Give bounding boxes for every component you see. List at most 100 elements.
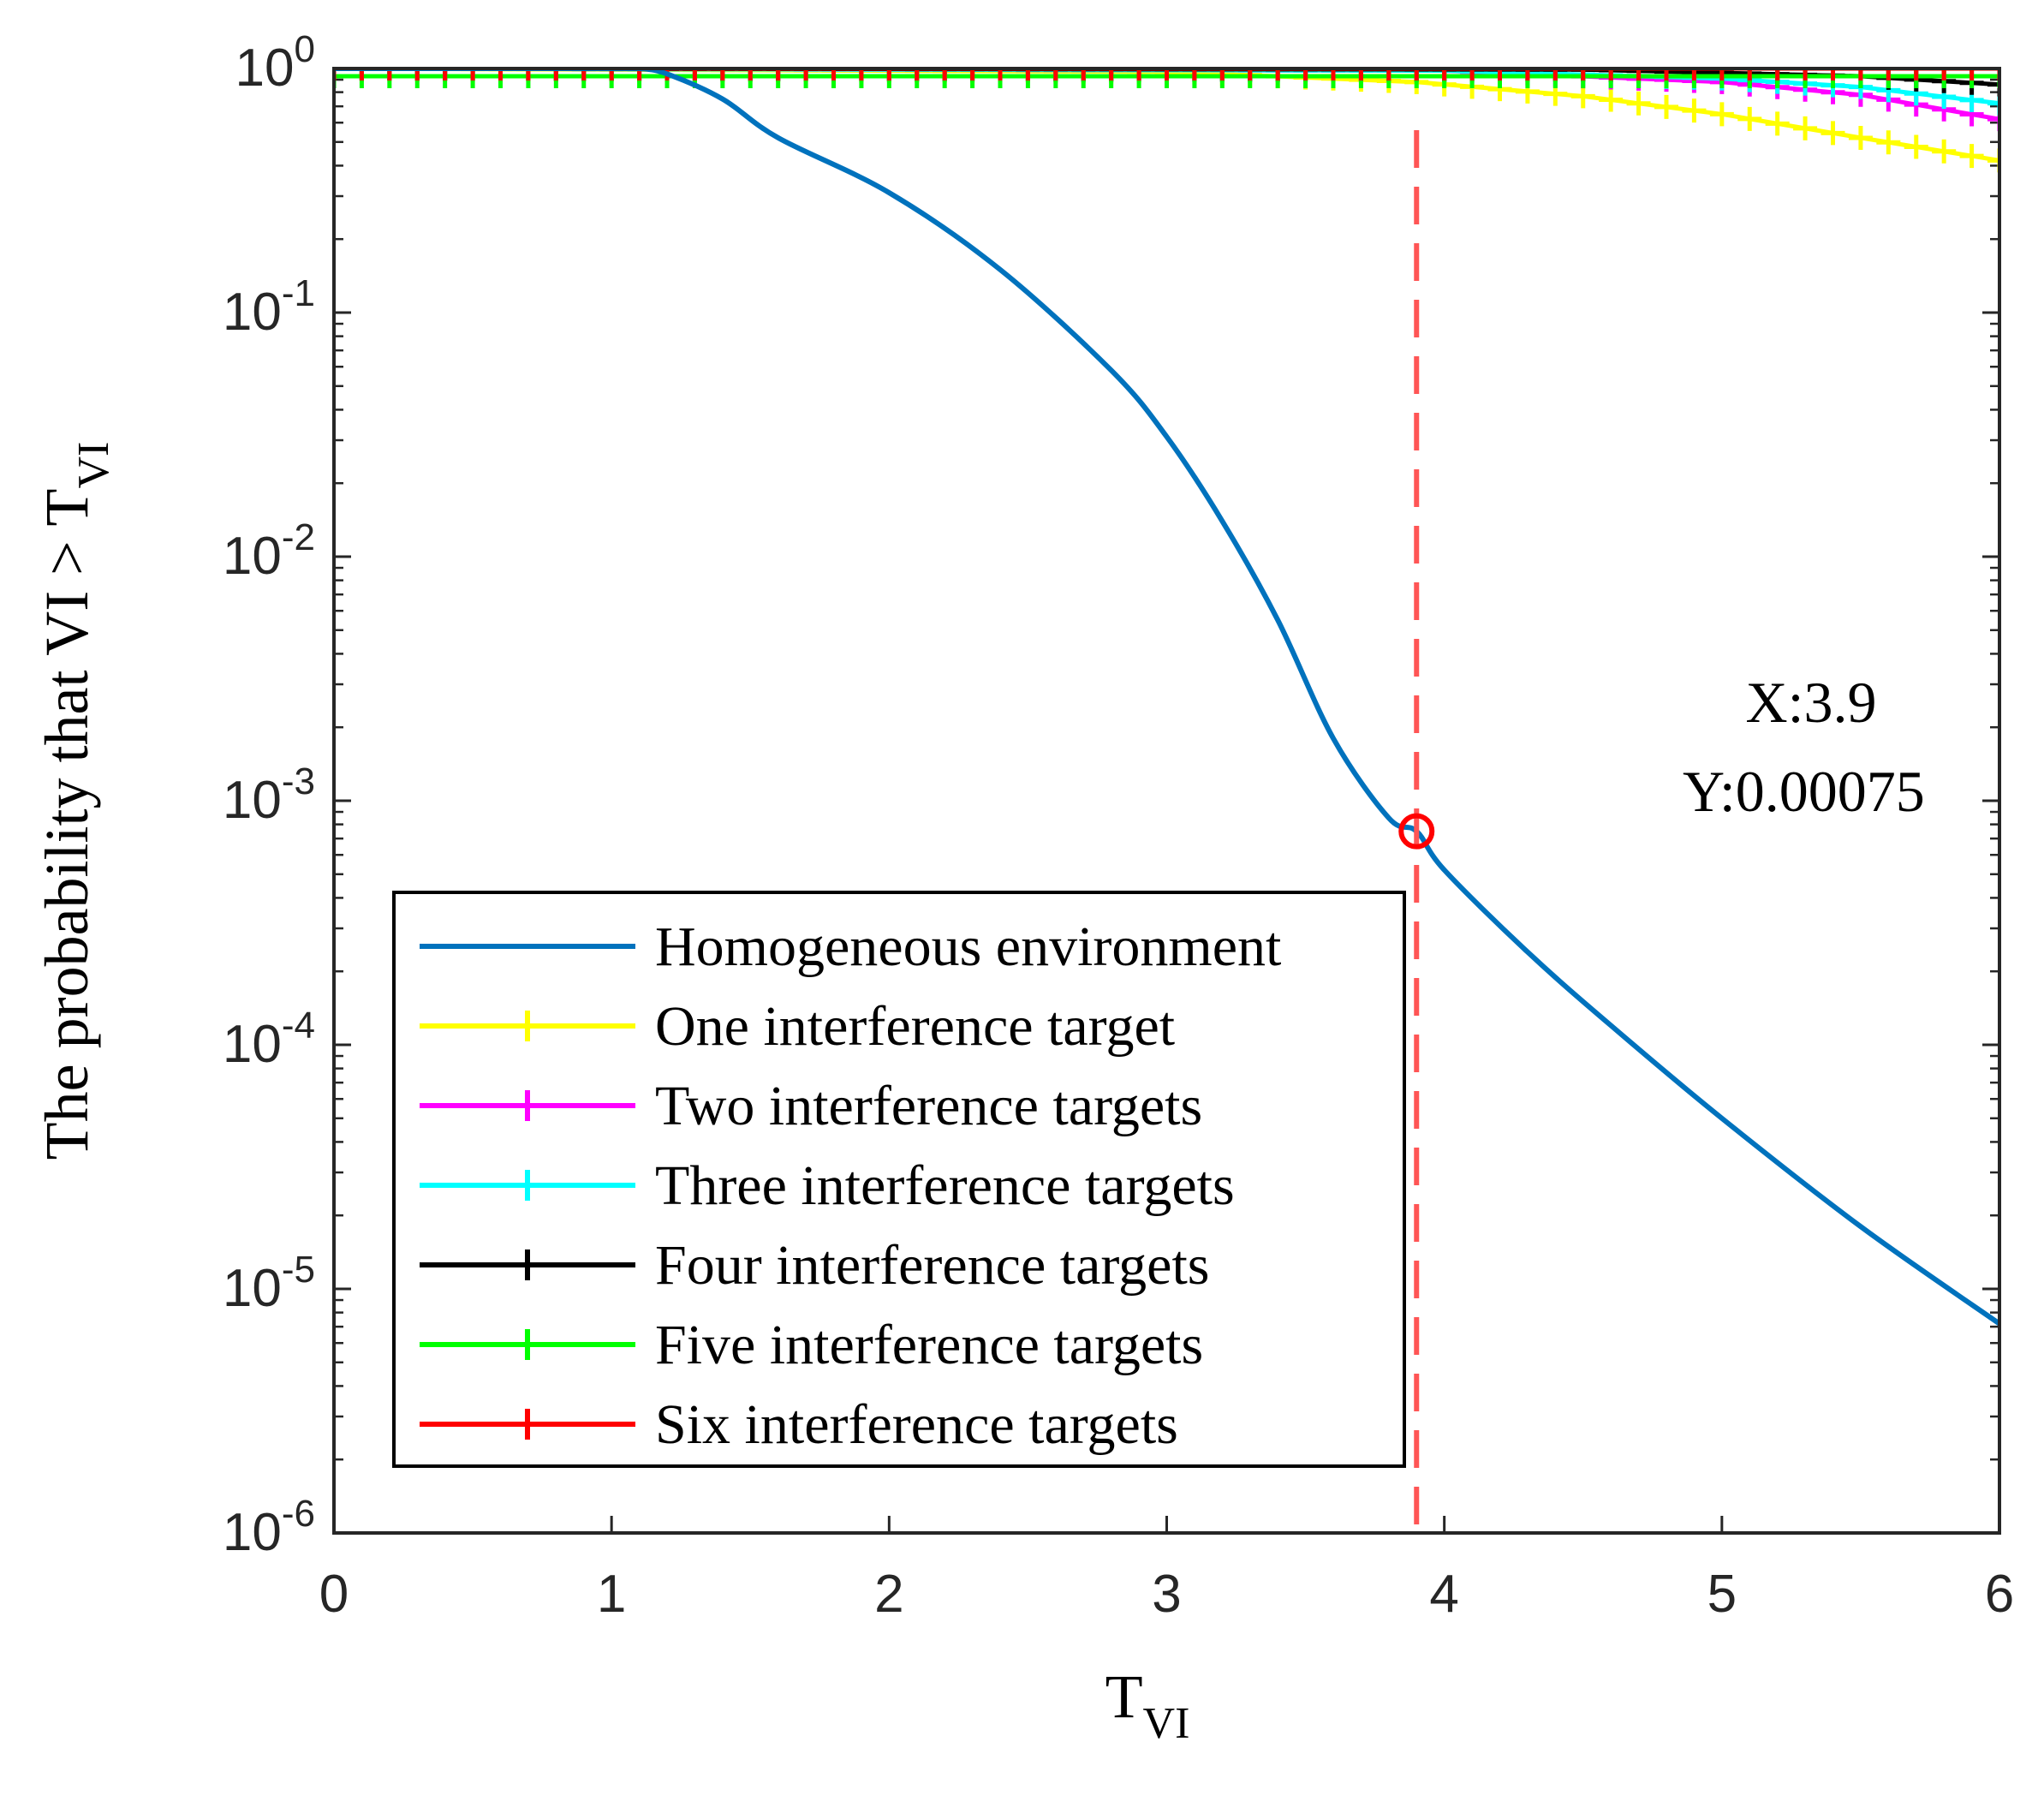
legend-label-four-interference-targets: Four interference targets	[655, 1234, 1210, 1297]
series-marker-six-interference-targets	[515, 69, 540, 81]
legend: Homogeneous environment One interference …	[392, 891, 1406, 1468]
series-marker-five-interference-targets	[334, 69, 346, 88]
datatip-marker	[1398, 813, 1435, 850]
series-marker-one-interference-target	[1737, 106, 1762, 131]
series-marker-six-interference-targets	[1266, 69, 1290, 81]
y-tick-label-6: 10-6	[223, 1493, 315, 1562]
axes-frame	[332, 67, 2001, 1535]
y-axis-label-main: The probability that VI > T	[33, 489, 101, 1160]
series-marker-one-interference-target	[1932, 139, 1957, 164]
series-marker-six-interference-targets	[488, 69, 513, 81]
series-marker-one-interference-target	[1599, 87, 1624, 112]
series-marker-six-interference-targets	[682, 69, 707, 81]
x-tick-label-4: 4	[1429, 1565, 1458, 1624]
x-axis-label: TVI	[1105, 1662, 1190, 1748]
series-marker-six-interference-targets	[1959, 69, 1984, 81]
y-tick-label-5: 10-5	[223, 1249, 315, 1318]
series-marker-six-interference-targets	[794, 69, 819, 81]
series-marker-one-interference-target	[1765, 111, 1790, 136]
series-marker-six-interference-targets	[544, 69, 569, 81]
y-axis-label: The probability that VI > TVI	[33, 442, 118, 1160]
datatip-x-text: X:3.9	[1746, 670, 1877, 735]
y-tick-label-2: 10-2	[223, 516, 315, 586]
series-marker-six-interference-targets	[877, 69, 902, 81]
series-marker-six-interference-targets	[627, 69, 652, 81]
series-marker-six-interference-targets	[849, 69, 873, 81]
series-marker-one-interference-target	[1959, 144, 1984, 169]
legend-marker-four-interference-targets	[512, 1249, 543, 1280]
series-marker-six-interference-targets	[1848, 69, 1873, 81]
series-marker-six-interference-targets	[1709, 69, 1734, 81]
series-marker-six-interference-targets	[1460, 69, 1485, 81]
series-marker-six-interference-targets	[1682, 69, 1707, 81]
legend-label-six-interference-targets: Six interference targets	[655, 1393, 1178, 1456]
x-axis-label-main: T	[1105, 1662, 1143, 1731]
series-marker-six-interference-targets	[1543, 69, 1568, 81]
series-marker-six-interference-targets	[1043, 69, 1068, 81]
series-marker-one-interference-target	[1709, 102, 1734, 127]
series-marker-six-interference-targets	[405, 69, 430, 81]
x-tick-label-6: 6	[1985, 1565, 2014, 1624]
series-marker-six-interference-targets	[766, 69, 790, 81]
series-marker-six-interference-targets	[1210, 69, 1235, 81]
series-marker-six-interference-targets	[710, 69, 735, 81]
series-marker-six-interference-targets	[1737, 69, 1762, 81]
legend-label-homogeneous-environment: Homogeneous environment	[655, 915, 1281, 978]
series-marker-six-interference-targets	[571, 69, 596, 81]
series-line-homogeneous-environment	[334, 69, 1999, 1327]
series-marker-six-interference-targets	[1349, 69, 1374, 81]
series-marker-six-interference-targets	[1654, 69, 1678, 81]
y-tick-label-1: 10-1	[223, 272, 315, 342]
series-marker-six-interference-targets	[1904, 69, 1928, 81]
series-marker-six-interference-targets	[1487, 69, 1512, 81]
x-tick-label-5: 5	[1707, 1565, 1737, 1624]
series-marker-one-interference-target	[1682, 98, 1707, 123]
y-tick-label-0: 100	[235, 28, 315, 98]
series-marker-six-interference-targets	[1876, 69, 1901, 81]
series-marker-six-interference-targets	[1293, 69, 1318, 81]
legend-marker-one-interference-target	[512, 1011, 543, 1041]
legend-label-three-interference-targets: Three interference targets	[655, 1154, 1235, 1217]
series-marker-six-interference-targets	[1599, 69, 1624, 81]
series-marker-six-interference-targets	[821, 69, 846, 81]
series-marker-six-interference-targets	[377, 69, 402, 81]
series-marker-six-interference-targets	[1237, 69, 1262, 81]
series-marker-six-interference-targets	[1182, 69, 1207, 81]
series-marker-six-interference-targets	[1321, 69, 1345, 81]
x-axis-label-sub: VI	[1143, 1699, 1190, 1748]
series-marker-four-interference-targets	[1987, 72, 1999, 97]
datatip-y-text: Y:0.00075	[1683, 759, 1925, 824]
series-marker-six-interference-targets	[1376, 69, 1401, 81]
series-marker-six-interference-targets	[349, 69, 374, 81]
series-marker-six-interference-targets	[1071, 69, 1096, 81]
legend-label-one-interference-target: One interference target	[655, 995, 1175, 1058]
series-marker-six-interference-targets	[988, 69, 1012, 81]
legend-label-two-interference-targets: Two interference targets	[655, 1075, 1202, 1137]
x-tick-labels: 0 1 2 3 4 5 6	[319, 1565, 2014, 1624]
series-marker-six-interference-targets	[1016, 69, 1040, 81]
series-marker-one-interference-target	[1654, 94, 1678, 119]
legend-box	[392, 891, 1406, 1468]
legend-items: Homogeneous environment One interference …	[420, 915, 1281, 1456]
x-tick-label-3: 3	[1152, 1565, 1181, 1624]
series-marker-five-interference-targets	[1987, 69, 1999, 88]
series-marker-one-interference-target	[1793, 116, 1818, 140]
series-marker-six-interference-targets	[960, 69, 985, 81]
series-marker-six-interference-targets	[1404, 69, 1429, 81]
series-six-interference-targets	[334, 69, 1999, 81]
series-marker-one-interference-target	[1904, 134, 1928, 159]
series-marker-six-interference-targets	[1127, 69, 1152, 81]
series-marker-three-interference-targets	[1987, 91, 1999, 116]
x-tick-label-2: 2	[874, 1565, 903, 1624]
series-marker-six-interference-targets	[1932, 69, 1957, 81]
series-marker-six-interference-targets	[1570, 69, 1595, 81]
series-marker-six-interference-targets	[738, 69, 763, 81]
x-tick-label-1: 1	[597, 1565, 626, 1624]
series-marker-one-interference-target	[1987, 148, 1999, 173]
y-axis-label-sub: VI	[69, 442, 118, 489]
series-marker-six-interference-targets	[1515, 69, 1540, 81]
series-marker-six-interference-targets	[1154, 69, 1179, 81]
series-marker-six-interference-targets	[432, 69, 457, 81]
y-tick-label-3: 10-3	[223, 760, 315, 830]
